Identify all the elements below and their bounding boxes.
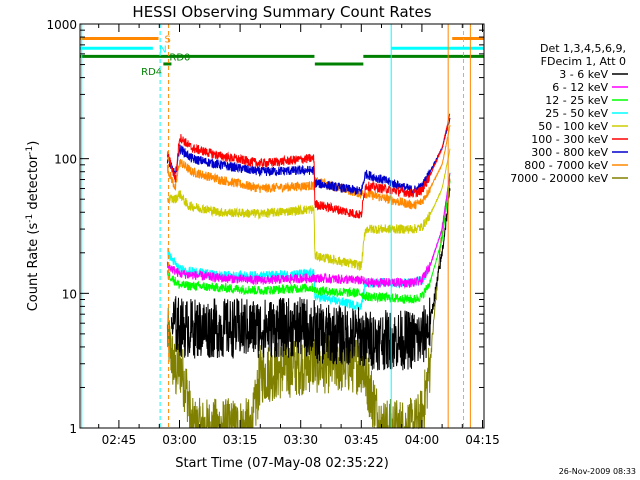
series-layer (166, 113, 451, 430)
x-tick-label: 02:45 (102, 433, 137, 447)
y-tick-label: 1000 (46, 18, 77, 32)
flag-label-rd0: RD0 (169, 52, 190, 63)
x-axis-label: Start Time (07-May-08 02:35:22) (175, 456, 389, 471)
y-label-sup1: -1 (25, 214, 35, 223)
x-tick-label: 03:45 (344, 433, 379, 447)
legend-entry-800-7000-kev: 800 - 7000 keV (524, 159, 608, 172)
series-line-800-7000-kev (166, 124, 451, 210)
y-tick-label: 10 (62, 287, 77, 301)
legend-header-line-1: Det 1,3,4,5,6,9, (540, 42, 626, 55)
legend-entry-12-25-kev: 12 - 25 keV (545, 94, 608, 107)
x-tick-label: 03:00 (162, 433, 197, 447)
vertical-marker-layer (81, 24, 471, 428)
legend-entry-3-6-kev: 3 - 6 keV (559, 68, 608, 81)
y-axis-ticks: 1 10 100 1000 (46, 18, 484, 436)
legend-header-line-2: FDecim 1, Att 0 (541, 55, 626, 68)
generation-timestamp: 26-Nov-2009 08:33 (559, 467, 636, 476)
y-label-end: ) (26, 141, 41, 146)
series-line-7000-20000-kev (166, 178, 451, 430)
series-line-50-100-kev (166, 148, 451, 272)
series-line-12-25-kev (166, 181, 451, 304)
x-tick-label: 04:15 (465, 433, 500, 447)
y-label-sup2: -1 (25, 146, 35, 155)
y-label-main: Count Rate (s (26, 223, 41, 312)
series-line-3-6-kev (170, 187, 451, 371)
x-tick-label: 03:15 (223, 433, 258, 447)
flag-label-s: S (165, 35, 171, 46)
series-line-6-12-kev (166, 172, 451, 289)
legend-entry-7000-20000-kev: 7000 - 20000 keV (510, 172, 608, 185)
x-axis-ticks: 02:45 03:00 03:15 03:30 03:45 04:00 04:15 (98, 24, 500, 447)
y-tick-label: 100 (54, 153, 77, 167)
legend-entry-6-12-kev: 6 - 12 keV (552, 81, 608, 94)
y-tick-label: 1 (69, 422, 77, 436)
legend-entry-100-300-kev: 100 - 300 keV (531, 133, 608, 146)
legend-entry-50-100-kev: 50 - 100 keV (538, 120, 608, 133)
plot-frame (79, 23, 485, 429)
legend-entry-300-800-kev: 300 - 800 keV (531, 146, 608, 159)
series-line-100-300-kev (166, 113, 451, 219)
x-tick-label: 03:30 (283, 433, 318, 447)
flag-label-rd4: RD4 (141, 67, 162, 78)
x-tick-label: 04:00 (405, 433, 440, 447)
y-label-mid: detector (26, 154, 41, 214)
flag-label-n: N (159, 44, 166, 55)
y-axis-label: Count Rate (s-1 detector-1) (25, 141, 41, 312)
chart-title: HESSI Observing Summary Count Rates (132, 3, 431, 21)
legend-entry-25-50-kev: 25 - 50 keV (545, 107, 608, 120)
legend: Det 1,3,4,5,6,9, FDecim 1, Att 0 3 - 6 k… (510, 42, 628, 185)
